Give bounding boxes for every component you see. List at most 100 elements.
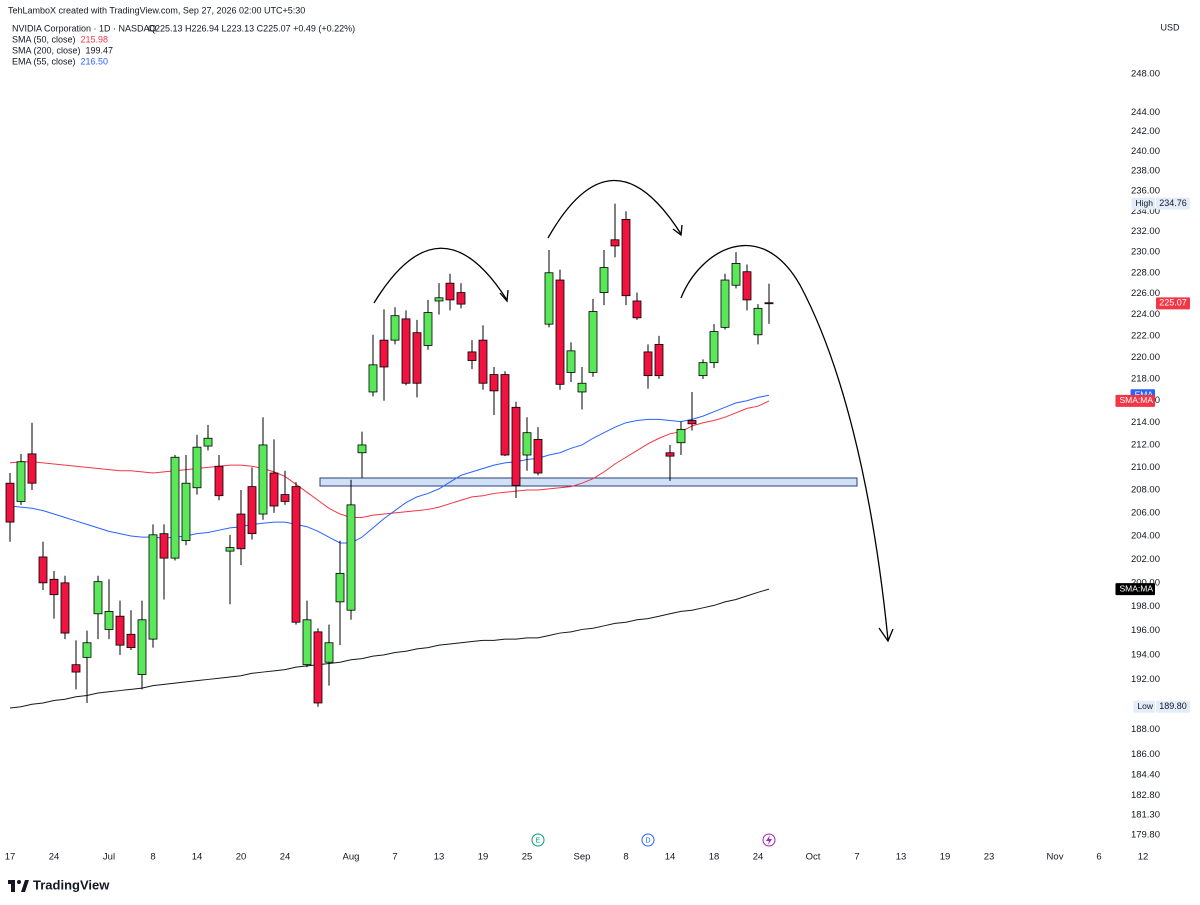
- arc-head: [547, 179, 682, 239]
- x-tick-label: 17: [5, 852, 16, 863]
- price-marker-tag: [1131, 197, 1155, 210]
- y-tick-label: 206.00: [1131, 507, 1160, 518]
- candle-body: [456, 292, 466, 305]
- x-tick-label: Nov: [1047, 852, 1064, 863]
- candle-body: [599, 267, 609, 293]
- price-marker-value: 234.76: [1159, 198, 1187, 208]
- y-tick-label: 224.00: [1131, 309, 1160, 320]
- candle-body: [302, 619, 312, 666]
- candle-body: [137, 619, 147, 675]
- price-marker-name: High: [1136, 198, 1154, 208]
- candle-body: [203, 437, 213, 447]
- candle-body: [5, 482, 15, 523]
- candle-body: [258, 444, 268, 515]
- candle-body: [566, 350, 576, 373]
- y-tick-label: 202.00: [1131, 554, 1160, 565]
- y-tick-label: 226.00: [1131, 288, 1160, 299]
- logo-shape: [21, 880, 29, 892]
- x-tick-label: 8: [623, 852, 628, 863]
- candle-body: [379, 339, 389, 368]
- x-tick-label: 19: [478, 852, 489, 863]
- x-tick-label: Sep: [574, 852, 591, 863]
- quote: O225.13 H226.94 L223.13 C225.07 +0.49 (+…: [148, 23, 355, 33]
- candle-body: [324, 642, 334, 663]
- price-marker-name: SMA:MA: [1119, 395, 1153, 405]
- y-tick-label: 204.00: [1131, 530, 1160, 541]
- candle-body: [764, 302, 774, 305]
- candle-body: [280, 494, 290, 502]
- legend-value: 215.98: [81, 34, 109, 44]
- x-tick-label: 13: [896, 852, 907, 863]
- price-marker-box: [1156, 700, 1190, 713]
- price-marker-box: [1156, 197, 1190, 210]
- y-tick-label: 196.00: [1131, 625, 1160, 636]
- y-tick-label: 192.00: [1131, 674, 1160, 685]
- plot: [5, 203, 774, 709]
- candle-body: [698, 362, 708, 377]
- y-tick-label: 218.00: [1131, 373, 1160, 384]
- y-tick-label: 184.40: [1131, 770, 1160, 781]
- x-tick-label: 14: [665, 852, 676, 863]
- x-tick-label: 24: [280, 852, 291, 863]
- event-icon: [531, 833, 545, 847]
- candle-body: [478, 339, 488, 384]
- credit: TehLamboX created with TradingView.com, …: [8, 5, 305, 15]
- price-marker-name: Low: [1137, 701, 1153, 711]
- candle-body: [500, 374, 510, 456]
- price-marker-value: 189.80: [1159, 701, 1187, 711]
- candle-body: [115, 615, 125, 646]
- candle-body: [445, 282, 455, 301]
- candle-body: [390, 315, 400, 341]
- x-tick-label: 23: [984, 852, 995, 863]
- y-tick-label: 179.80: [1131, 829, 1160, 840]
- candle-body: [621, 218, 631, 297]
- candle-body: [148, 534, 158, 640]
- drawings: [373, 179, 894, 643]
- price-marker-tag: [1115, 583, 1155, 596]
- y-tick-label: 232.00: [1131, 226, 1160, 237]
- candle-body: [247, 486, 257, 535]
- candle-body: [522, 432, 532, 456]
- x-tick-label: Aug: [343, 852, 360, 863]
- candle-body: [632, 300, 642, 319]
- brand: TradingView: [33, 877, 110, 892]
- candle-body: [676, 428, 686, 444]
- candle-body: [214, 465, 224, 497]
- price-marker-name: SMA:MA: [1119, 583, 1153, 593]
- candle-body: [291, 486, 301, 623]
- candle-body: [159, 533, 169, 559]
- y-tick-label: 228.00: [1131, 267, 1160, 278]
- legend-value: 199.47: [86, 45, 114, 55]
- y-tick-label: 208.00: [1131, 485, 1160, 496]
- candle-body: [489, 374, 499, 392]
- legend-name: EMA (55, close): [12, 56, 76, 66]
- x-tick-label: 24: [753, 852, 764, 863]
- candle-body: [126, 633, 136, 649]
- arrow-head: [878, 627, 894, 643]
- candle-body: [544, 272, 554, 325]
- symbol: NVIDIA Corporation · 1D · NASDAQ: [12, 23, 157, 33]
- price-marker-tag: [1133, 700, 1155, 713]
- x-tick-label: 24: [49, 852, 60, 863]
- y-tick-label: 222.00: [1131, 330, 1160, 341]
- candle-body: [731, 263, 741, 286]
- y-tick-label: 240.00: [1131, 146, 1160, 157]
- x-tick-label: 19: [940, 852, 951, 863]
- candle-body: [687, 420, 697, 425]
- legend-name: SMA (50, close): [12, 34, 76, 44]
- logo-shape: [8, 880, 15, 892]
- candle-body: [236, 513, 246, 550]
- ma-line: [9, 588, 770, 709]
- y-tick-label: 230.00: [1131, 247, 1160, 258]
- y-tick-label: 210.00: [1131, 462, 1160, 473]
- currency: USD: [1160, 22, 1180, 32]
- candle-body: [654, 344, 664, 377]
- x-tick-label: 12: [1138, 852, 1149, 863]
- y-tick-label: 186.00: [1131, 749, 1160, 760]
- event-glyph: [766, 835, 772, 845]
- candle-body: [467, 351, 477, 361]
- support-zone: [319, 477, 858, 487]
- candle-body: [412, 332, 422, 384]
- candle-body: [401, 318, 411, 384]
- candle-body: [665, 452, 675, 457]
